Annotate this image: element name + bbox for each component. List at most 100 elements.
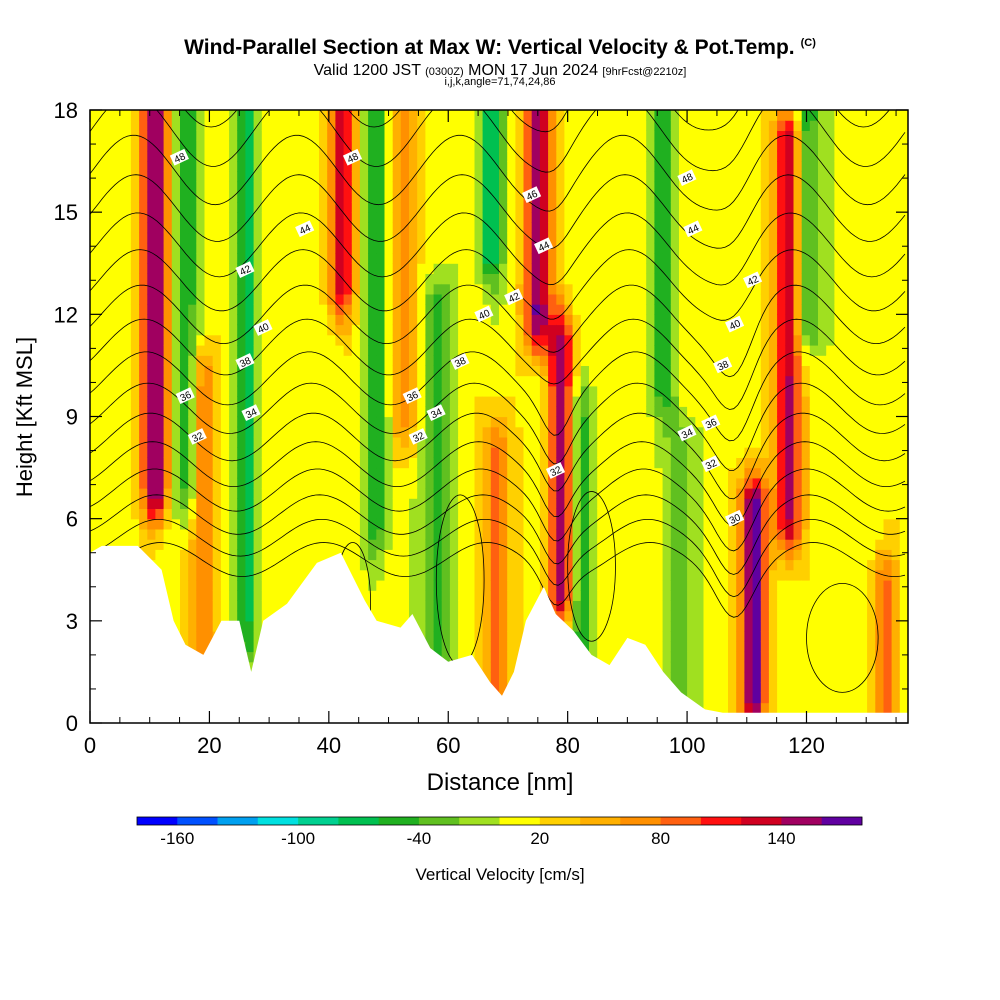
w-cell [621, 549, 631, 561]
w-cell [139, 232, 148, 244]
w-cell [368, 232, 377, 244]
w-cell [359, 150, 369, 162]
w-cell [654, 426, 664, 438]
w-cell [752, 222, 762, 234]
w-cell [204, 212, 214, 223]
w-cell [474, 610, 484, 622]
w-cell [278, 508, 287, 520]
w-cell [376, 426, 386, 438]
w-cell [695, 600, 705, 612]
w-cell [204, 610, 214, 622]
w-cell [613, 171, 623, 183]
w-cell [490, 580, 500, 591]
w-cell [507, 610, 516, 622]
w-cell [507, 488, 516, 499]
w-cell [417, 620, 426, 632]
w-cell [253, 222, 263, 234]
w-cell [294, 181, 304, 193]
w-cell [368, 590, 377, 601]
w-cell [548, 161, 557, 172]
w-cell [180, 436, 189, 448]
w-cell [474, 569, 484, 581]
w-cell [392, 580, 402, 591]
w-cell [351, 171, 361, 183]
w-cell [490, 406, 500, 418]
w-cell [621, 110, 631, 121]
w-cell [719, 242, 729, 254]
w-cell [736, 559, 745, 571]
w-cell [114, 457, 124, 469]
w-cell [736, 528, 745, 540]
w-cell [711, 682, 721, 693]
w-cell [589, 232, 598, 244]
w-cell [752, 212, 762, 223]
w-cell [147, 120, 157, 131]
w-cell [687, 559, 696, 571]
w-cell [449, 140, 459, 152]
w-cell [638, 569, 647, 581]
w-cell [376, 406, 386, 418]
w-cell [679, 406, 688, 418]
w-cell [605, 549, 615, 561]
w-cell [670, 661, 680, 673]
w-cell [687, 457, 696, 469]
w-cell [327, 498, 336, 509]
w-cell [531, 130, 541, 142]
w-cell [515, 467, 525, 479]
w-cell [139, 457, 148, 469]
w-cell [319, 212, 328, 223]
w-cell [319, 426, 328, 438]
w-cell [703, 641, 713, 653]
w-cell [572, 396, 582, 407]
w-cell [425, 447, 435, 458]
w-cell [523, 457, 533, 469]
w-cell [196, 314, 206, 326]
w-cell [719, 671, 729, 683]
w-cell [736, 120, 745, 131]
w-cell [507, 242, 516, 254]
w-cell [736, 140, 745, 152]
w-cell [359, 304, 369, 315]
w-cell [629, 467, 639, 479]
w-cell [409, 324, 418, 336]
w-cell [621, 508, 631, 520]
w-cell [351, 549, 361, 561]
w-cell [490, 396, 500, 407]
w-cell [196, 498, 206, 509]
w-cell [638, 242, 647, 254]
w-cell [572, 518, 582, 530]
w-cell [539, 171, 549, 183]
w-cell [466, 283, 476, 295]
w-cell [482, 559, 492, 571]
w-cell [204, 293, 214, 305]
w-cell [376, 324, 386, 336]
w-cell [556, 120, 566, 131]
w-cell [580, 293, 590, 305]
w-cell [679, 222, 688, 234]
w-cell [605, 334, 615, 346]
w-cell [417, 365, 426, 377]
w-cell [310, 528, 320, 540]
w-cell [490, 539, 500, 550]
w-cell [695, 528, 705, 540]
w-cell [270, 416, 279, 428]
w-cell [180, 365, 189, 377]
w-cell [589, 600, 598, 612]
w-cell [523, 232, 533, 244]
w-cell [220, 385, 230, 397]
w-cell [180, 263, 189, 274]
w-cell [343, 314, 353, 326]
w-cell [163, 549, 173, 561]
w-cell [147, 518, 157, 530]
w-cell [490, 447, 500, 458]
w-cell [155, 273, 165, 285]
w-cell [515, 488, 525, 499]
w-cell [556, 283, 566, 295]
w-cell [335, 488, 345, 499]
w-cell [662, 253, 672, 264]
w-cell [359, 283, 369, 295]
w-cell [556, 436, 566, 448]
w-cell [564, 426, 574, 438]
w-cell [728, 467, 737, 479]
w-cell [490, 518, 500, 530]
